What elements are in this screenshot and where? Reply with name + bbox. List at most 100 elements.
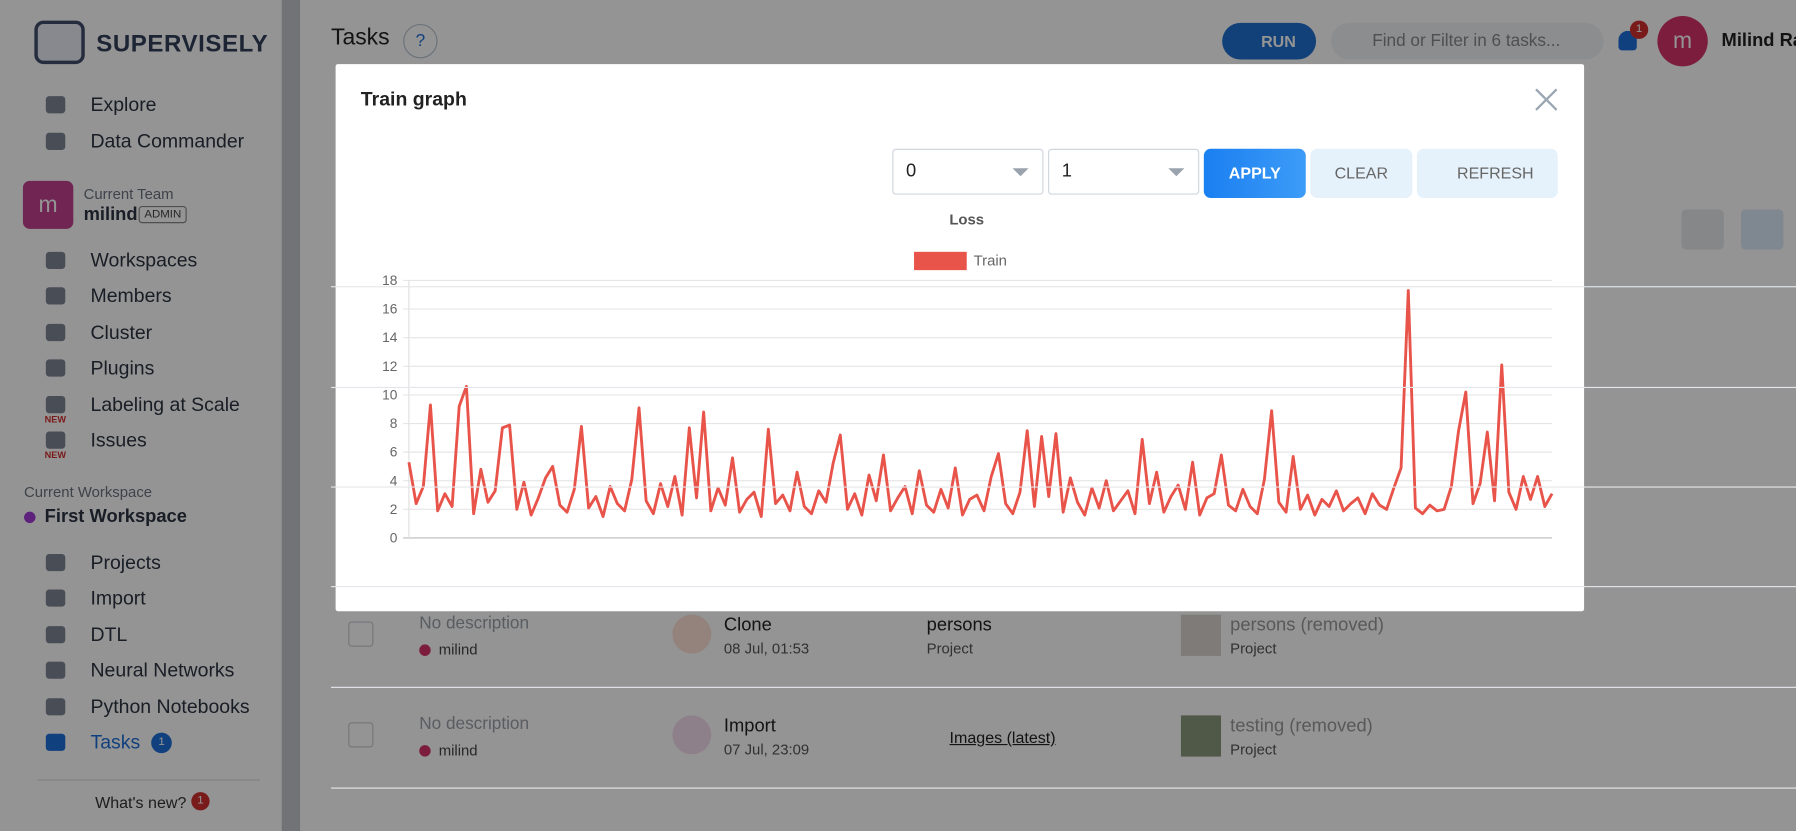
y-tick-label: 4 (390, 473, 398, 488)
row-separator (331, 486, 1796, 488)
run-button[interactable]: RUN (1222, 22, 1317, 60)
description: No description (419, 613, 530, 633)
target-type: Project (926, 639, 973, 658)
task-icon (672, 715, 712, 755)
new-badge: NEW (44, 414, 67, 425)
nav-icon (45, 132, 66, 150)
nav-icon (45, 251, 66, 269)
legend-label: Train (974, 254, 1007, 270)
nav-item[interactable]: Explore (90, 93, 157, 116)
workspace-label: Current Workspace (24, 483, 153, 501)
series-line (407, 289, 1554, 519)
new-badge: NEW (44, 449, 67, 461)
search-input[interactable]: Find or Filter in 6 tasks... (1330, 22, 1604, 60)
result: persons (removed) (1230, 615, 1384, 636)
apply-button[interactable]: APPLY (1203, 148, 1306, 199)
user-name[interactable]: Milind Ra (1721, 30, 1796, 51)
notification-badge: 1 (1629, 20, 1649, 39)
y-tick-label: 10 (382, 387, 398, 402)
nav-item[interactable]: Tasks (90, 731, 141, 754)
row-separator (331, 586, 1796, 588)
logo: SUPERVISELY (96, 30, 269, 58)
help-button[interactable]: ? (403, 24, 438, 59)
nav-icon (45, 96, 66, 114)
nav-item[interactable]: Labeling at Scale (90, 393, 240, 416)
icon-button[interactable] (1681, 209, 1724, 250)
nav-icon (45, 431, 66, 449)
workspace-dot (24, 511, 36, 524)
team-label: Current Team (83, 185, 174, 203)
nav-item[interactable]: Import (90, 587, 146, 609)
clear-button[interactable]: CLEAR (1310, 148, 1413, 199)
team-role: ADMIN (138, 206, 187, 224)
nav-icon (45, 698, 66, 716)
nav-icon (45, 626, 66, 644)
refresh-button[interactable]: REFRESH (1416, 148, 1558, 199)
nav-icon (45, 733, 66, 751)
checkbox[interactable] (348, 722, 374, 748)
workspace-name[interactable]: First Workspace (44, 507, 187, 527)
user: milind (438, 640, 478, 659)
nav-icon (45, 589, 66, 607)
y-tick-label: 14 (382, 330, 398, 345)
nav-item[interactable]: Members (90, 285, 172, 307)
page-title: Tasks (331, 25, 390, 51)
task-icon (672, 614, 712, 654)
row-separator (331, 787, 1796, 789)
nav-icon (45, 359, 66, 377)
checkbox[interactable] (348, 621, 374, 647)
y-tick-label: 18 (382, 273, 398, 288)
nav-icon (45, 661, 66, 679)
nav-item[interactable]: Workspaces (90, 249, 198, 272)
sidebar: SUPERVISELY m Current Team milind ADMIN … (0, 0, 281, 831)
date: 07 Jul, 23:09 (723, 740, 810, 758)
user: milind (438, 741, 478, 759)
user-avatar[interactable]: m (1657, 16, 1708, 67)
logo-icon (34, 20, 85, 65)
chart-title: Loss (949, 212, 984, 228)
icon-button[interactable] (1741, 209, 1784, 250)
nav-item[interactable]: DTL (90, 623, 128, 646)
chart: Loss 0 2 4 6 8 10 12 14 16 18 Train (382, 212, 1554, 546)
modal-title: Train graph (360, 88, 467, 110)
row-separator (331, 286, 1796, 288)
divider (36, 779, 261, 781)
nav-icon (45, 287, 66, 305)
y-tick-label: 8 (390, 416, 398, 431)
team-name: milind (83, 204, 138, 225)
date: 08 Jul, 01:53 (723, 639, 810, 658)
nav-icon (45, 554, 66, 572)
select[interactable]: 0 (892, 148, 1044, 195)
modal: Train graph 0 1 APPLY CLEAR REFRESH Loss… (335, 64, 1585, 612)
result-type: Project (1230, 740, 1277, 758)
nav-badge: 1 (151, 732, 172, 754)
nav-item[interactable]: Neural Networks (90, 659, 235, 682)
target[interactable]: persons (926, 615, 992, 636)
user-dot (419, 644, 431, 656)
target[interactable]: Images (latest) (949, 727, 1056, 747)
nav-item[interactable]: Python Notebooks (90, 695, 250, 718)
legend-swatch (914, 251, 967, 271)
nav-item[interactable]: Cluster (90, 321, 153, 344)
thumbnail (1180, 715, 1222, 757)
nav-item[interactable]: Issues (90, 429, 147, 451)
y-tick-label: 0 (390, 531, 398, 546)
select[interactable]: 1 (1048, 148, 1200, 195)
y-tick-label: 6 (390, 445, 398, 460)
y-tick-label: 16 (382, 302, 398, 317)
close-button[interactable] (1534, 87, 1559, 112)
nav-item[interactable]: Projects (90, 551, 161, 574)
task: Clone (723, 615, 772, 636)
y-tick-label: 12 (382, 359, 397, 374)
user-dot (419, 745, 431, 757)
whats-new[interactable]: What's new? (95, 793, 187, 812)
row-separator (331, 686, 1796, 688)
nav-icon (45, 323, 66, 342)
thumbnail (1180, 614, 1222, 656)
scrollbar[interactable] (281, 0, 301, 831)
task: Import (723, 716, 776, 736)
nav-item[interactable]: Data Commander (90, 130, 245, 153)
nav-item[interactable]: Plugins (90, 357, 155, 379)
